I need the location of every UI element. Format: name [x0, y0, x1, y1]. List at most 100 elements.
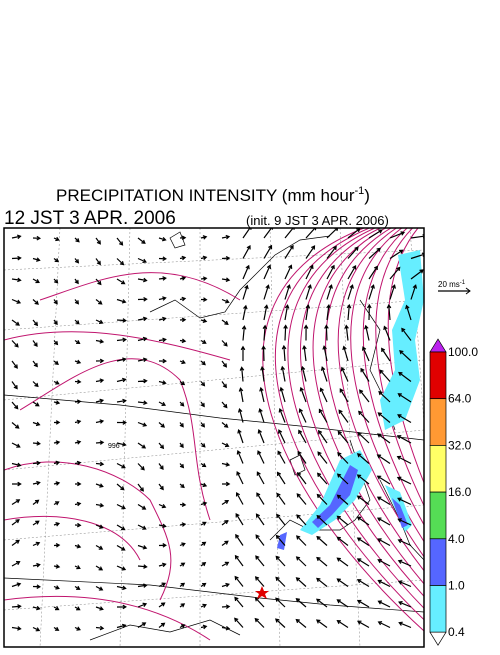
- wind-arrow: [284, 304, 290, 321]
- wind-arrow: [179, 542, 186, 547]
- wind-arrow: [158, 256, 167, 262]
- wind-arrow: [137, 442, 147, 449]
- wind-arrow: [261, 345, 266, 362]
- wind-arrow: [221, 481, 231, 487]
- coastline: [4, 231, 424, 641]
- wind-arrow: [116, 462, 126, 469]
- wind-arrow: [95, 299, 103, 305]
- wind-arrow: [295, 577, 307, 587]
- wind-arrow: [95, 319, 104, 324]
- wind-arrow: [95, 339, 105, 344]
- wind-arrow: [137, 524, 147, 530]
- wind-arrow: [53, 501, 60, 506]
- isobar: [375, 228, 424, 507]
- wind-arrow: [11, 255, 22, 261]
- wind-arrow: [179, 338, 187, 344]
- wind-arrow: [116, 565, 127, 571]
- wind-arrow: [389, 266, 401, 280]
- wind-arrow: [179, 359, 186, 365]
- wind-arrow: [53, 420, 61, 425]
- precipitation-moderate: [277, 465, 408, 550]
- colorbar-segment: [429, 351, 447, 400]
- wind-arrow: [53, 564, 61, 569]
- wind-arrow: [11, 360, 18, 369]
- wind-arrow: [337, 452, 349, 464]
- wind-arrow: [277, 429, 286, 444]
- wind-vectors: [11, 228, 424, 632]
- wind-arrow: [221, 625, 231, 631]
- wind-arrow: [234, 554, 244, 567]
- wind-arrow: [53, 380, 60, 385]
- wind-arrow: [74, 501, 82, 507]
- wind-arrow: [376, 517, 391, 526]
- wind-arrow: [53, 543, 61, 548]
- wind-arrow: [397, 497, 412, 506]
- contour-label: 996: [108, 443, 120, 450]
- wind-arrow: [221, 604, 231, 609]
- wind-arrow: [74, 278, 79, 285]
- wind-arrow: [137, 583, 148, 588]
- wind-arrow: [200, 624, 208, 630]
- wind-arrow: [53, 606, 60, 611]
- wind-arrow: [179, 442, 184, 449]
- wind-arrow: [32, 584, 41, 589]
- wind-arrow: [221, 499, 230, 506]
- wind-arrow: [95, 440, 105, 445]
- wind-arrow: [242, 244, 251, 259]
- wind-arrow: [336, 536, 349, 546]
- wind-arrow: [254, 576, 265, 587]
- wind-arrow: [158, 622, 166, 628]
- wind-arrow: [241, 325, 247, 341]
- wind-arrow: [376, 496, 391, 506]
- wind-arrow: [356, 495, 370, 505]
- colorbar-segment: [429, 538, 447, 586]
- wind-arrow: [116, 398, 127, 404]
- wind-arrow: [74, 522, 82, 528]
- wind-arrow: [158, 503, 167, 509]
- wind-arrow: [95, 544, 104, 550]
- wind-arrow: [200, 255, 208, 261]
- wind-arrow: [95, 625, 105, 631]
- wind-arrow: [397, 414, 412, 424]
- wind-arrow: [360, 367, 370, 382]
- wind-arrow: [137, 483, 144, 492]
- wind-arrow: [339, 388, 349, 403]
- wind-arrow: [53, 319, 58, 326]
- wind-arrow: [316, 556, 328, 567]
- wind-arrow: [234, 596, 244, 608]
- wind-arrow: [158, 602, 166, 608]
- wind-arrow: [356, 474, 370, 485]
- wind-arrow: [342, 345, 349, 362]
- wind-arrow: [361, 346, 370, 362]
- wind-arrow: [377, 579, 391, 588]
- wind-arrow: [283, 324, 288, 341]
- colorbar: 100.0 64.0 32.0 16.0 4.0 1.0 0.4: [429, 338, 478, 646]
- wind-arrow: [32, 605, 41, 611]
- wind-arrow: [137, 544, 148, 550]
- wind-arrow: [381, 347, 391, 362]
- wind-arrow: [336, 515, 349, 526]
- wind-arrow: [295, 598, 307, 608]
- wind-arrow: [299, 386, 307, 403]
- wind-arrow: [32, 441, 41, 446]
- wind-arrow: [221, 319, 229, 325]
- wind-arrow: [53, 299, 58, 305]
- wind-arrow: [137, 463, 145, 471]
- wind-arrow: [398, 621, 412, 629]
- wind-arrow: [336, 557, 349, 567]
- wind-arrow: [137, 400, 148, 406]
- wind-arrow: [235, 533, 244, 546]
- colorbar-label: 4.0: [448, 532, 465, 546]
- wind-arrow: [74, 460, 82, 466]
- wind-arrow: [337, 430, 349, 444]
- wind-arrow: [179, 317, 187, 323]
- wind-arrow: [397, 559, 412, 567]
- wind-arrow: [32, 381, 39, 388]
- graticule: [4, 228, 424, 647]
- wind-arrow: [11, 604, 22, 609]
- wind-arrow: [95, 419, 105, 424]
- wind-arrow: [221, 422, 229, 428]
- colorbar-label: 16.0: [448, 485, 472, 499]
- wind-arrow: [305, 284, 312, 300]
- wind-arrow: [377, 559, 391, 567]
